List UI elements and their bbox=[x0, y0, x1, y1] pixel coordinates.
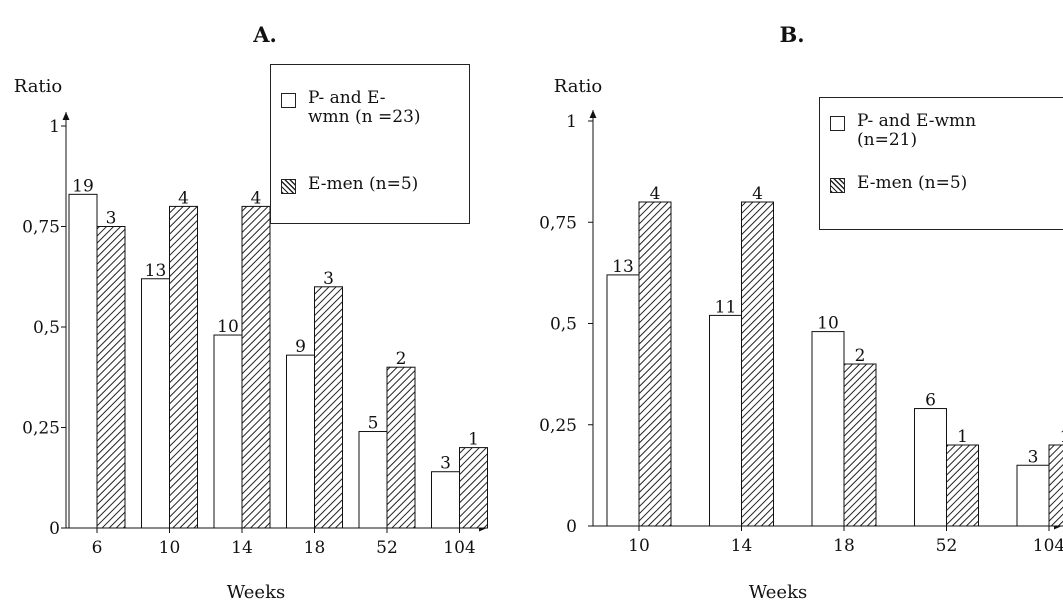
x-tick-label-a-5: 104 bbox=[443, 538, 475, 558]
legend-swatch-plain bbox=[830, 116, 845, 131]
bar-b-men-3 bbox=[946, 444, 979, 527]
bar-b-men-2 bbox=[843, 363, 877, 527]
legend-swatch-hatched bbox=[281, 179, 296, 194]
data-label-b-men-2: 2 bbox=[855, 346, 866, 366]
data-label-b-women-0: 13 bbox=[612, 257, 634, 277]
data-label-b-women-4: 3 bbox=[1028, 447, 1039, 467]
bar-a-men-0 bbox=[96, 226, 126, 529]
y-tick-label-a-1: 0,25 bbox=[22, 419, 60, 439]
y-axis-arrow-a bbox=[62, 112, 70, 120]
x-axis-label-b: Weeks bbox=[749, 582, 807, 603]
legend-b: P- and E-wmn (n=21) E-men (n=5) bbox=[819, 97, 1063, 230]
y-tick-label-b-2: 0,5 bbox=[550, 315, 577, 335]
legend-a-label-men: E-men (n=5) bbox=[308, 174, 419, 194]
data-label-a-men-1: 4 bbox=[178, 188, 189, 208]
legend-b-item-women: P- and E-wmn (n=21) bbox=[830, 112, 976, 150]
x-tick-label-b-4: 104 bbox=[1033, 536, 1063, 556]
legend-a-label-women: P- and E- wmn (n =23) bbox=[308, 88, 421, 127]
bar-a-women-0 bbox=[68, 193, 98, 529]
y-tick-label-b-4: 1 bbox=[566, 112, 577, 132]
data-label-a-men-3: 3 bbox=[323, 269, 334, 289]
data-label-b-men-1: 4 bbox=[752, 184, 763, 204]
chart-panel-a: A. 0 0,25 0,5 0,75 1 Ratio Weeks 6 19 3 10 13 4 14 10 4 1… bbox=[0, 0, 530, 603]
x-tick-label-a-3: 18 bbox=[304, 538, 326, 558]
legend-swatch-plain bbox=[281, 93, 296, 108]
x-tick-label-b-0: 10 bbox=[628, 536, 650, 556]
bar-a-men-2 bbox=[241, 205, 271, 529]
data-label-a-women-0: 19 bbox=[72, 176, 94, 196]
data-label-b-women-2: 10 bbox=[817, 314, 839, 334]
y-tick-label-a-2: 0,5 bbox=[33, 318, 60, 338]
bar-b-men-1 bbox=[741, 201, 774, 527]
x-tick-label-b-3: 52 bbox=[936, 536, 958, 556]
y-tick-label-b-0: 0 bbox=[566, 517, 577, 537]
x-tick-label-a-4: 52 bbox=[376, 538, 398, 558]
x-axis-label-a: Weeks bbox=[227, 582, 285, 603]
legend-a-item-women: P- and E- wmn (n =23) bbox=[281, 89, 421, 127]
bar-b-women-0 bbox=[606, 274, 640, 527]
data-label-a-women-3: 9 bbox=[295, 337, 306, 357]
bar-a-women-2 bbox=[213, 334, 243, 529]
x-tick-label-a-0: 6 bbox=[92, 538, 103, 558]
y-axis-label-a: Ratio bbox=[14, 76, 63, 97]
data-label-a-men-2: 4 bbox=[251, 188, 262, 208]
chart-b-svg: B.00,250,50,751RatioWeeks101341411418102… bbox=[539, 22, 1063, 603]
legend-a: P- and E- wmn (n =23) E-men (n=5) bbox=[270, 64, 470, 224]
bar-a-men-3 bbox=[314, 286, 343, 529]
legend-swatch-hatched bbox=[830, 178, 845, 193]
x-tick-label-b-2: 18 bbox=[833, 536, 855, 556]
data-label-a-men-4: 2 bbox=[396, 349, 407, 369]
y-tick-label-b-1: 0,25 bbox=[539, 416, 577, 436]
bar-b-women-3 bbox=[914, 408, 947, 527]
bar-a-women-3 bbox=[286, 354, 315, 529]
chart-a-svg: A.00,250,50,751RatioWeeks619310134141041… bbox=[14, 22, 488, 603]
bar-b-men-4 bbox=[1048, 444, 1063, 527]
data-label-a-men-0: 3 bbox=[106, 209, 117, 229]
y-tick-label-a-3: 0,75 bbox=[22, 218, 60, 238]
y-axis-label-b: Ratio bbox=[554, 76, 603, 97]
data-label-b-men-4: 1 bbox=[1060, 427, 1063, 447]
bar-a-women-1 bbox=[141, 278, 170, 529]
data-label-a-women-5: 3 bbox=[440, 454, 451, 474]
bar-a-women-4 bbox=[358, 431, 388, 529]
panel-title-b: B. bbox=[779, 22, 804, 47]
data-label-b-men-0: 4 bbox=[650, 184, 661, 204]
panel-title-a: A. bbox=[252, 22, 277, 47]
data-label-b-men-3: 1 bbox=[957, 427, 968, 447]
y-tick-label-a-0: 0 bbox=[49, 519, 60, 539]
bar-b-women-4 bbox=[1016, 464, 1050, 527]
y-tick-label-b-3: 0,75 bbox=[539, 213, 577, 233]
data-label-a-women-2: 10 bbox=[217, 317, 239, 337]
legend-b-label-women: P- and E-wmn (n=21) bbox=[857, 111, 977, 150]
legend-b-item-men: E-men (n=5) bbox=[830, 174, 967, 193]
bar-a-men-4 bbox=[386, 366, 416, 529]
bar-b-women-1 bbox=[709, 314, 742, 527]
bar-b-men-0 bbox=[638, 201, 672, 527]
x-tick-label-b-1: 14 bbox=[731, 536, 753, 556]
chart-panel-b: B. 0 0,25 0,5 0,75 1 Ratio Weeks 10 13 4 14 11 4 18 10 2… bbox=[530, 0, 1063, 603]
data-label-b-women-1: 11 bbox=[715, 297, 737, 317]
bar-a-men-1 bbox=[169, 205, 198, 529]
y-axis-arrow-b bbox=[589, 110, 597, 118]
data-label-a-women-1: 13 bbox=[145, 261, 167, 281]
legend-a-item-men: E-men (n=5) bbox=[281, 175, 418, 194]
bar-a-men-5 bbox=[459, 447, 488, 529]
data-label-a-women-4: 5 bbox=[368, 414, 379, 434]
bar-b-women-2 bbox=[811, 331, 845, 527]
x-tick-label-a-1: 10 bbox=[159, 538, 181, 558]
x-tick-label-a-2: 14 bbox=[231, 538, 253, 558]
data-label-b-women-3: 6 bbox=[925, 391, 936, 411]
data-label-a-men-5: 1 bbox=[468, 430, 479, 450]
y-tick-label-a-4: 1 bbox=[49, 117, 60, 137]
legend-b-label-men: E-men (n=5) bbox=[857, 173, 968, 193]
bar-a-women-5 bbox=[431, 471, 460, 529]
